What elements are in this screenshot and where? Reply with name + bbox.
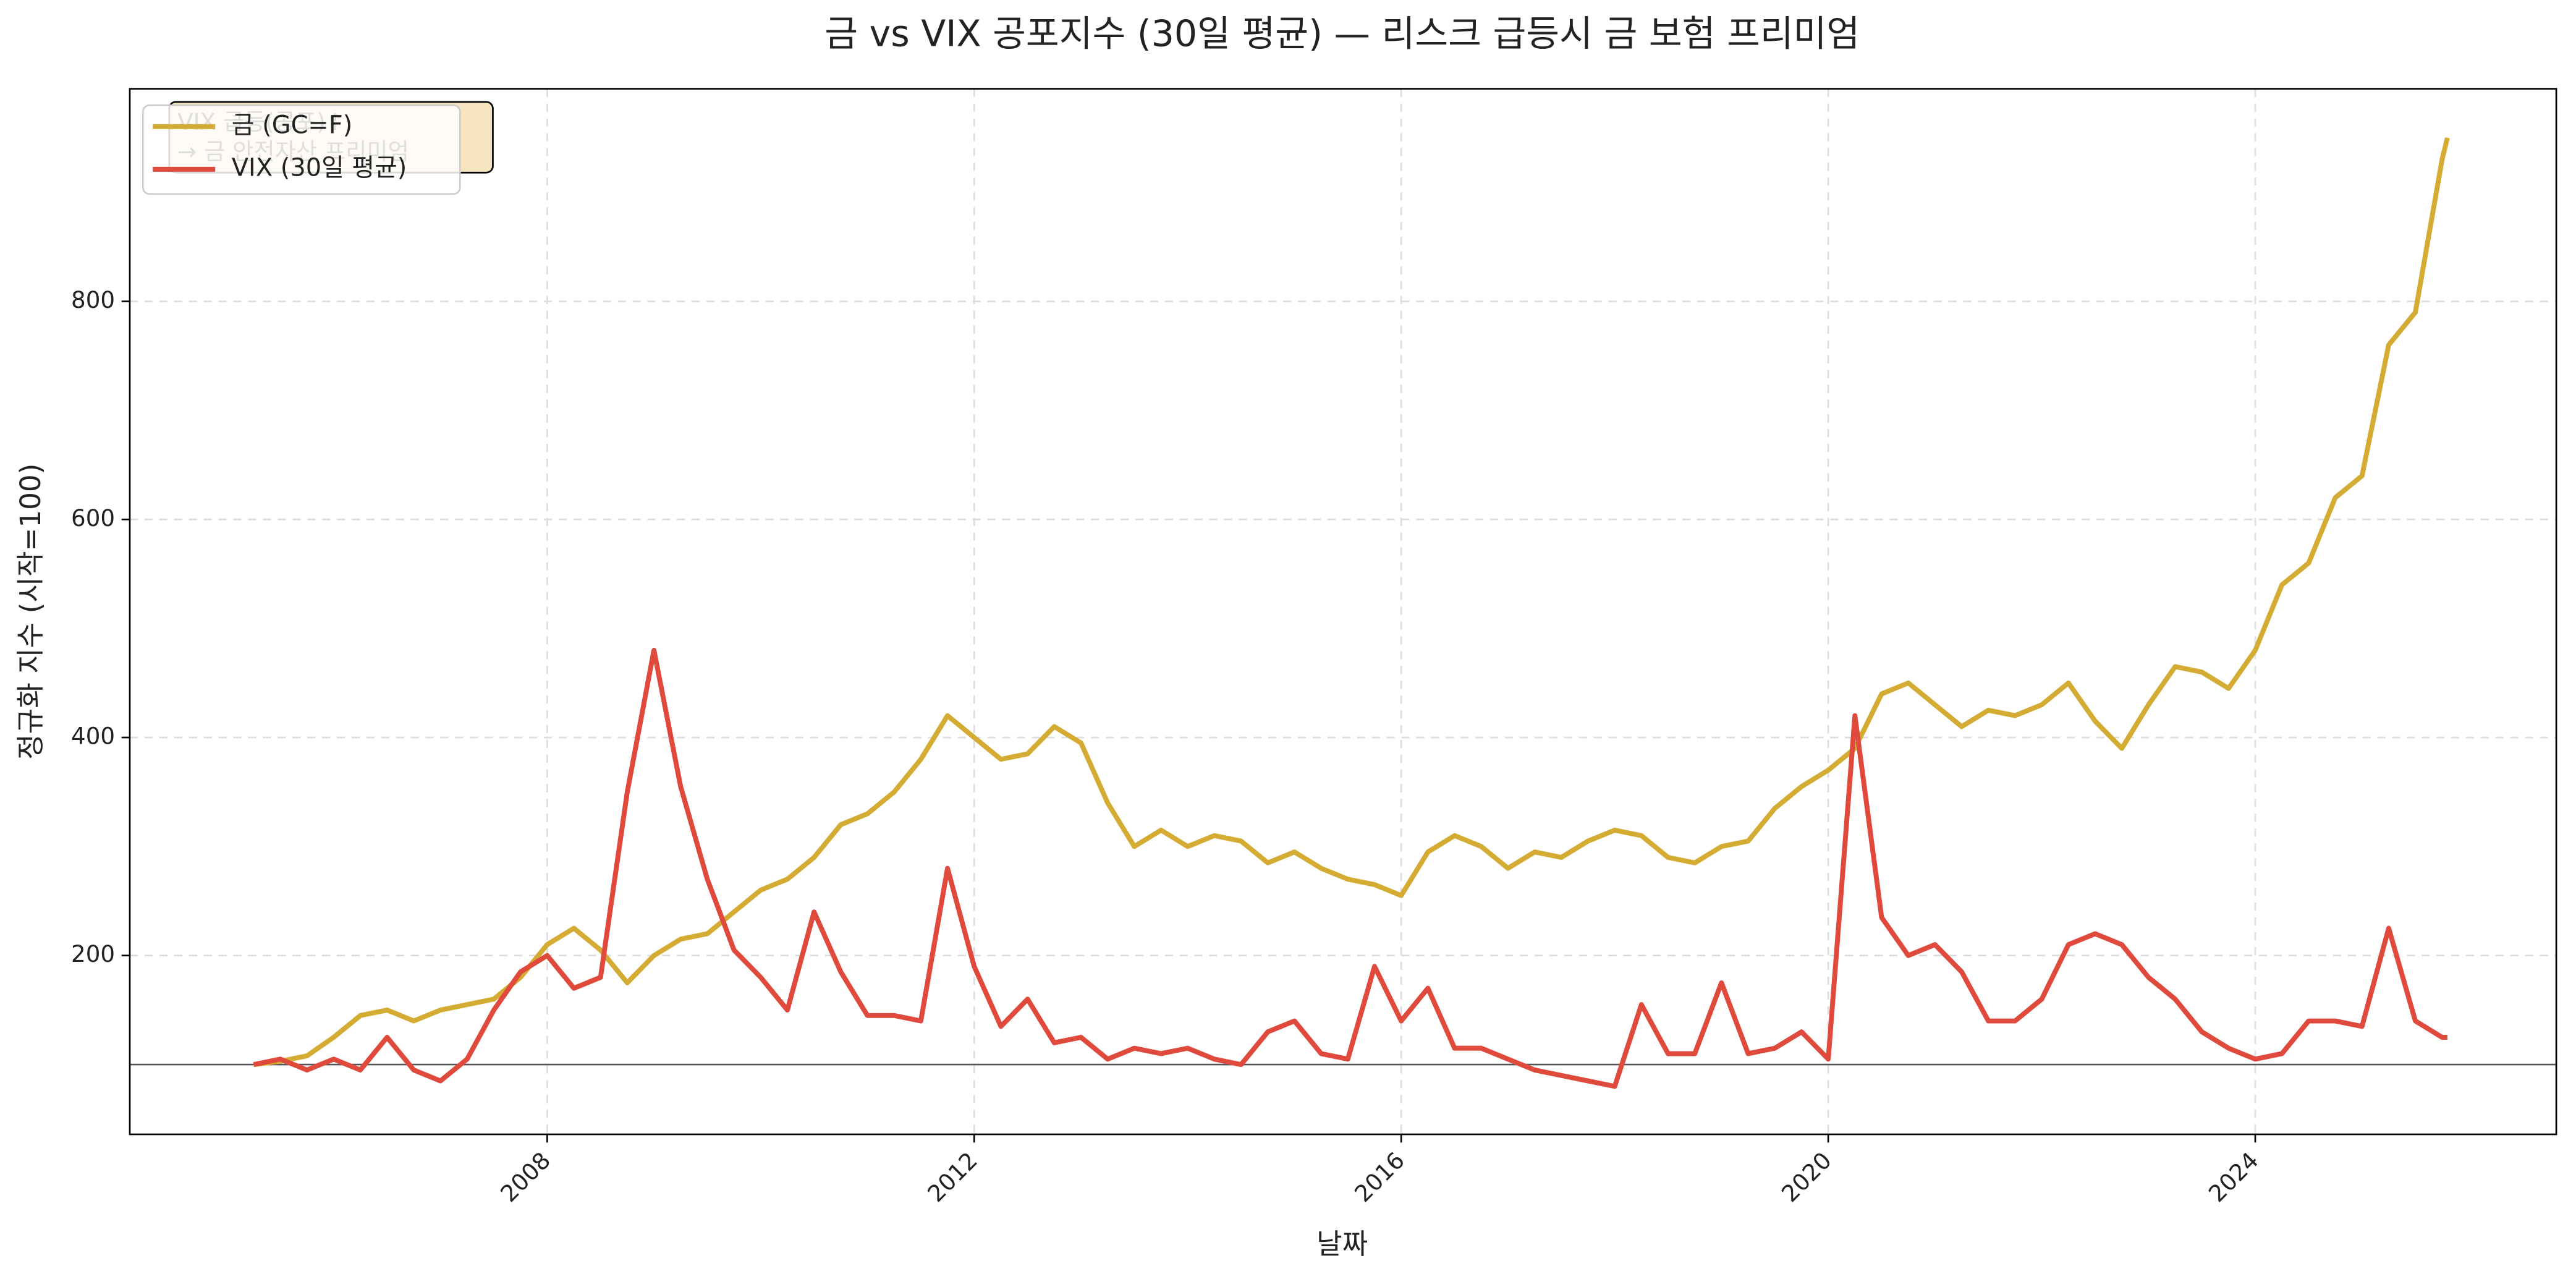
legend-box [142,104,461,195]
x-tick-label: 2016 [1349,1147,1410,1207]
chart-title: 금 vs VIX 공포지수 (30일 평균) — 리스크 급등시 금 보험 프리… [824,13,1860,55]
series-line [253,137,2450,1068]
plot-frame [129,88,2557,1136]
y-tick-label: 400 [71,722,115,749]
x-axis-label: 날짜 [1316,1228,1368,1260]
x-tick-label: 2012 [922,1147,983,1207]
x-tick-label: 2008 [495,1147,556,1207]
y-tick-label: 200 [71,940,115,967]
series-line [253,647,2447,1089]
legend-label: VIX (30일 평균) [232,153,407,182]
legend-label: 금 (GC=F) [232,111,353,139]
y-tick-label: 600 [71,504,115,532]
y-tick-label: 800 [71,286,115,313]
y-axis-label: 정규화 지수 (시작=100) [14,464,47,760]
x-tick-label: 2024 [2203,1147,2264,1207]
x-tick-label: 2020 [1776,1147,1837,1207]
